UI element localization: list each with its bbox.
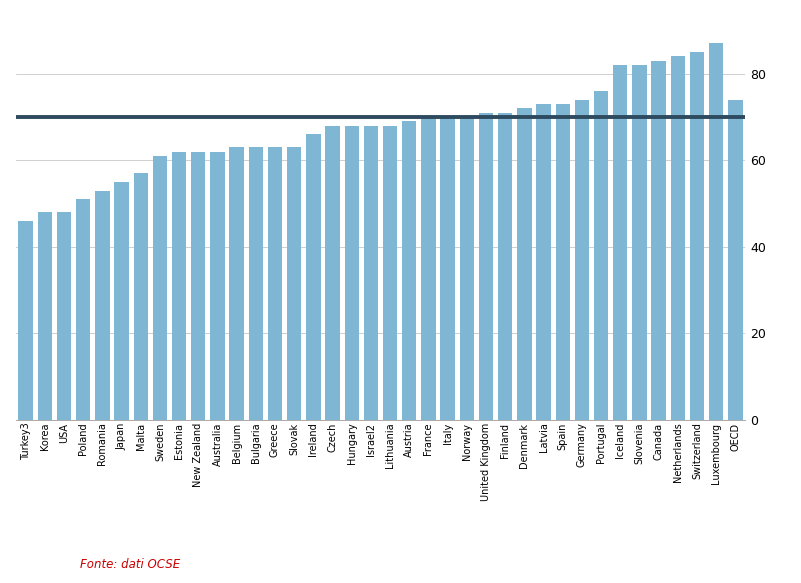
Bar bbox=[325, 125, 340, 420]
Bar bbox=[517, 108, 532, 420]
Text: Fonte: dati OCSE: Fonte: dati OCSE bbox=[80, 559, 180, 571]
Bar bbox=[268, 147, 282, 420]
Bar bbox=[172, 152, 187, 420]
Bar bbox=[709, 44, 723, 420]
Bar bbox=[210, 152, 224, 420]
Bar bbox=[344, 125, 359, 420]
Bar bbox=[556, 104, 570, 420]
Bar bbox=[441, 117, 455, 420]
Bar bbox=[651, 61, 666, 420]
Bar bbox=[421, 117, 436, 420]
Bar bbox=[76, 199, 91, 420]
Bar bbox=[134, 173, 148, 420]
Bar bbox=[248, 147, 263, 420]
Bar bbox=[402, 121, 417, 420]
Bar bbox=[574, 100, 589, 420]
Bar bbox=[728, 100, 743, 420]
Bar bbox=[18, 221, 33, 420]
Bar bbox=[229, 147, 244, 420]
Bar bbox=[383, 125, 397, 420]
Bar bbox=[632, 65, 646, 420]
Bar bbox=[670, 57, 685, 420]
Bar bbox=[537, 104, 551, 420]
Bar bbox=[287, 147, 301, 420]
Bar bbox=[57, 212, 71, 420]
Bar bbox=[594, 91, 608, 420]
Bar bbox=[306, 134, 320, 420]
Bar bbox=[498, 113, 513, 420]
Bar bbox=[613, 65, 627, 420]
Bar bbox=[153, 156, 167, 420]
Bar bbox=[479, 113, 493, 420]
Bar bbox=[115, 182, 129, 420]
Bar bbox=[690, 52, 704, 420]
Bar bbox=[191, 152, 205, 420]
Bar bbox=[95, 191, 110, 420]
Bar bbox=[38, 212, 52, 420]
Bar bbox=[364, 125, 378, 420]
Bar bbox=[460, 117, 474, 420]
